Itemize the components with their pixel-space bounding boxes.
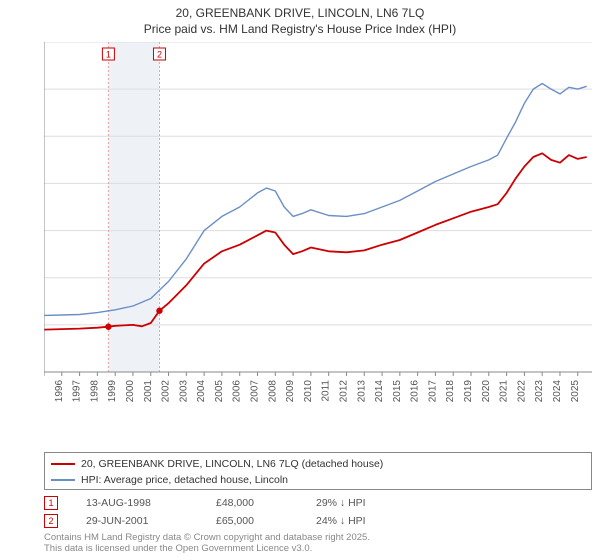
svg-text:2020: 2020 [481, 380, 492, 403]
svg-text:2010: 2010 [303, 380, 314, 403]
svg-text:2002: 2002 [161, 380, 172, 403]
svg-text:2004: 2004 [196, 380, 207, 403]
sale-marker-2: 2 [44, 514, 58, 528]
svg-text:2025: 2025 [570, 380, 581, 403]
svg-text:2007: 2007 [250, 380, 261, 403]
svg-text:2019: 2019 [463, 380, 474, 403]
legend-swatch-1 [51, 463, 75, 466]
svg-text:2012: 2012 [338, 380, 349, 403]
sale-diff: 29% ↓ HPI [316, 497, 366, 509]
svg-text:1999: 1999 [107, 380, 118, 403]
chart-title: 20, GREENBANK DRIVE, LINCOLN, LN6 7LQ Pr… [0, 0, 600, 37]
svg-text:2018: 2018 [445, 380, 456, 403]
svg-text:1: 1 [106, 50, 111, 60]
svg-text:2015: 2015 [392, 380, 403, 403]
svg-text:2021: 2021 [499, 380, 510, 403]
svg-text:1995: 1995 [44, 380, 47, 403]
sale-row: 1 13-AUG-1998 £48,000 29% ↓ HPI [44, 494, 592, 512]
sale-price: £48,000 [216, 497, 316, 509]
svg-text:1997: 1997 [72, 380, 83, 403]
copyright-line2: This data is licensed under the Open Gov… [44, 543, 370, 554]
sale-diff: 24% ↓ HPI [316, 515, 366, 527]
title-line1: 20, GREENBANK DRIVE, LINCOLN, LN6 7LQ [0, 6, 600, 22]
legend-label-1: 20, GREENBANK DRIVE, LINCOLN, LN6 7LQ (d… [81, 458, 383, 470]
copyright: Contains HM Land Registry data © Crown c… [44, 532, 370, 555]
sale-date: 13-AUG-1998 [86, 497, 216, 509]
sale-row: 2 29-JUN-2001 £65,000 24% ↓ HPI [44, 512, 592, 530]
svg-text:2016: 2016 [410, 380, 421, 403]
sale-marker-1: 1 [44, 496, 58, 510]
svg-text:2001: 2001 [143, 380, 154, 403]
legend-swatch-2 [51, 479, 75, 481]
legend-label-2: HPI: Average price, detached house, Linc… [81, 474, 288, 486]
svg-text:2022: 2022 [516, 380, 527, 403]
legend-row: 20, GREENBANK DRIVE, LINCOLN, LN6 7LQ (d… [51, 456, 585, 472]
chart: £0£50K£100K£150K£200K£250K£300K£350K1995… [44, 42, 592, 412]
svg-text:2008: 2008 [267, 380, 278, 403]
svg-text:2014: 2014 [374, 380, 385, 403]
svg-text:2011: 2011 [321, 380, 332, 402]
svg-text:1998: 1998 [89, 380, 100, 403]
chart-svg: £0£50K£100K£150K£200K£250K£300K£350K1995… [44, 42, 592, 412]
legend-row: HPI: Average price, detached house, Linc… [51, 472, 585, 488]
svg-text:2013: 2013 [356, 380, 367, 403]
svg-text:2023: 2023 [534, 380, 545, 403]
svg-text:2000: 2000 [125, 380, 136, 403]
svg-text:2009: 2009 [285, 380, 296, 403]
svg-text:2024: 2024 [552, 380, 563, 403]
copyright-line1: Contains HM Land Registry data © Crown c… [44, 532, 370, 543]
svg-text:2003: 2003 [178, 380, 189, 403]
title-line2: Price paid vs. HM Land Registry's House … [0, 22, 600, 38]
svg-text:1996: 1996 [54, 380, 65, 403]
sale-date: 29-JUN-2001 [86, 515, 216, 527]
legend: 20, GREENBANK DRIVE, LINCOLN, LN6 7LQ (d… [44, 452, 592, 490]
sales-table: 1 13-AUG-1998 £48,000 29% ↓ HPI 2 29-JUN… [44, 494, 592, 530]
svg-text:2006: 2006 [232, 380, 243, 403]
svg-text:2: 2 [157, 50, 162, 60]
svg-text:2017: 2017 [427, 380, 438, 403]
sale-price: £65,000 [216, 515, 316, 527]
svg-text:2005: 2005 [214, 380, 225, 403]
